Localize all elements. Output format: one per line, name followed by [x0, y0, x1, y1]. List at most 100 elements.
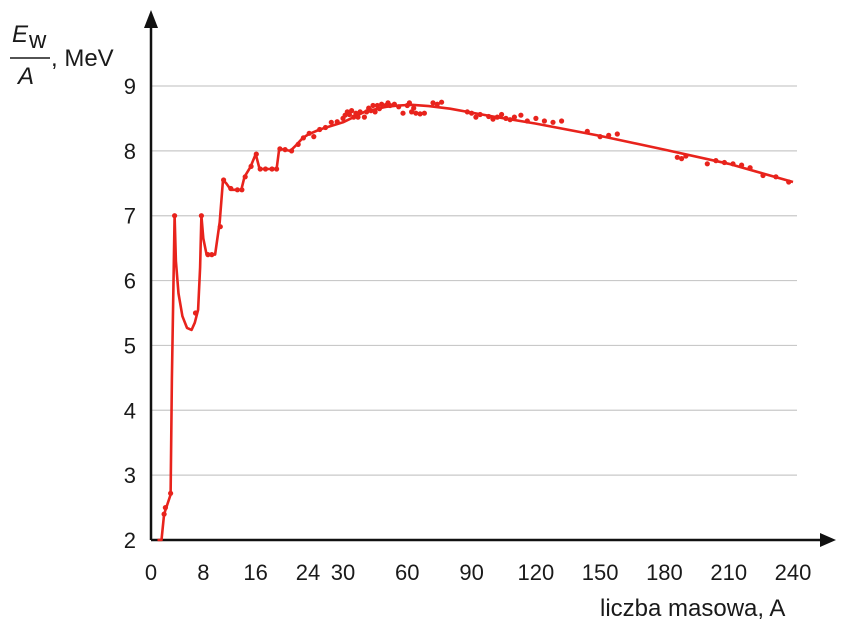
data-point	[217, 224, 223, 230]
data-point	[413, 110, 419, 116]
data-point	[494, 114, 500, 120]
data-point	[511, 114, 517, 120]
data-point	[317, 126, 323, 133]
x-tick-label: 240	[775, 560, 812, 585]
data-point	[368, 108, 374, 114]
data-point	[396, 104, 402, 110]
data-point	[786, 179, 792, 185]
y-label-subscript: w	[28, 27, 47, 54]
x-tick-label: 16	[243, 560, 267, 585]
data-point	[739, 162, 745, 168]
data-point	[242, 174, 248, 180]
data-point	[507, 117, 513, 123]
data-point	[351, 114, 357, 120]
grid-lines	[151, 85, 797, 476]
data-point	[328, 119, 334, 125]
data-point	[198, 213, 204, 219]
x-tick-label: 8	[197, 560, 209, 585]
x-tick-label: 210	[710, 560, 747, 585]
y-tick-label: 6	[124, 269, 136, 294]
x-tick-label: 0	[145, 560, 157, 585]
data-point	[376, 106, 382, 112]
y-tick-label: 9	[124, 74, 136, 99]
x-tick-label: 24	[296, 560, 320, 585]
y-tick-label: 3	[124, 463, 136, 488]
data-point	[289, 148, 295, 154]
data-point	[364, 109, 370, 115]
data-point	[387, 102, 393, 109]
data-point	[257, 166, 263, 172]
y-tick-labels: 2 3 4 5 6 7 8 9	[124, 74, 136, 553]
data-point	[499, 111, 505, 118]
data-point	[361, 114, 367, 120]
data-point	[417, 111, 423, 117]
data-point	[370, 102, 376, 109]
data-point	[372, 109, 378, 115]
data-point	[683, 153, 689, 159]
data-point	[209, 252, 215, 258]
data-point	[277, 146, 283, 152]
axes	[144, 10, 836, 547]
data-point	[421, 110, 427, 116]
data-point	[357, 109, 363, 115]
data-point	[760, 172, 766, 179]
data-point	[248, 163, 254, 169]
data-point	[234, 187, 240, 193]
data-point	[355, 114, 361, 120]
data-point	[486, 113, 492, 120]
data-point	[747, 165, 753, 171]
data-point	[730, 161, 736, 167]
data-point	[550, 119, 556, 125]
data-point	[168, 490, 174, 496]
data-point	[282, 147, 288, 153]
data-point	[524, 118, 530, 124]
x-axis-label: liczba masowa, A	[600, 595, 785, 622]
data-point	[503, 115, 509, 121]
y-axis-arrow	[144, 10, 158, 28]
y-tick-label: 8	[124, 139, 136, 164]
data-point	[161, 511, 167, 517]
data-point	[346, 111, 352, 118]
data-point	[614, 131, 620, 137]
data-point	[773, 174, 779, 180]
y-tick-label: 4	[124, 398, 136, 423]
data-point	[311, 134, 317, 140]
data-point	[409, 109, 415, 115]
data-point	[606, 132, 612, 138]
data-point	[477, 111, 483, 118]
x-tick-labels: 0 8 16 24 30 60 90 120 150 180 210 240	[145, 560, 811, 585]
data-point	[584, 128, 590, 134]
x-tick-label: 150	[582, 560, 619, 585]
data-point	[559, 118, 565, 124]
data-point	[172, 213, 178, 219]
data-point	[434, 101, 440, 107]
y-tick-label: 5	[124, 333, 136, 358]
data-point	[334, 119, 340, 125]
data-point	[262, 166, 269, 172]
x-tick-label: 60	[395, 560, 419, 585]
data-point	[228, 185, 234, 192]
x-tick-label: 180	[646, 560, 683, 585]
data-point	[430, 100, 436, 106]
data-point	[274, 166, 280, 172]
data-point	[379, 101, 385, 107]
data-point	[473, 114, 479, 120]
data-point	[713, 158, 719, 164]
y-tick-label: 7	[124, 204, 136, 229]
data-point	[704, 161, 710, 167]
y-label-symbol: E	[12, 21, 29, 48]
data-point	[253, 151, 259, 157]
data-point	[406, 100, 412, 106]
data-point	[411, 105, 417, 111]
data-point	[674, 154, 680, 160]
y-axis-label: E w A , MeV	[10, 21, 114, 90]
data-point	[518, 112, 524, 118]
data-point	[679, 156, 685, 162]
y-label-denominator: A	[16, 63, 34, 90]
data-point	[221, 177, 227, 183]
x-tick-label: 90	[459, 560, 483, 585]
x-tick-label: 120	[517, 560, 554, 585]
data-point	[239, 187, 245, 193]
data-point	[205, 252, 211, 258]
data-point	[162, 505, 168, 511]
